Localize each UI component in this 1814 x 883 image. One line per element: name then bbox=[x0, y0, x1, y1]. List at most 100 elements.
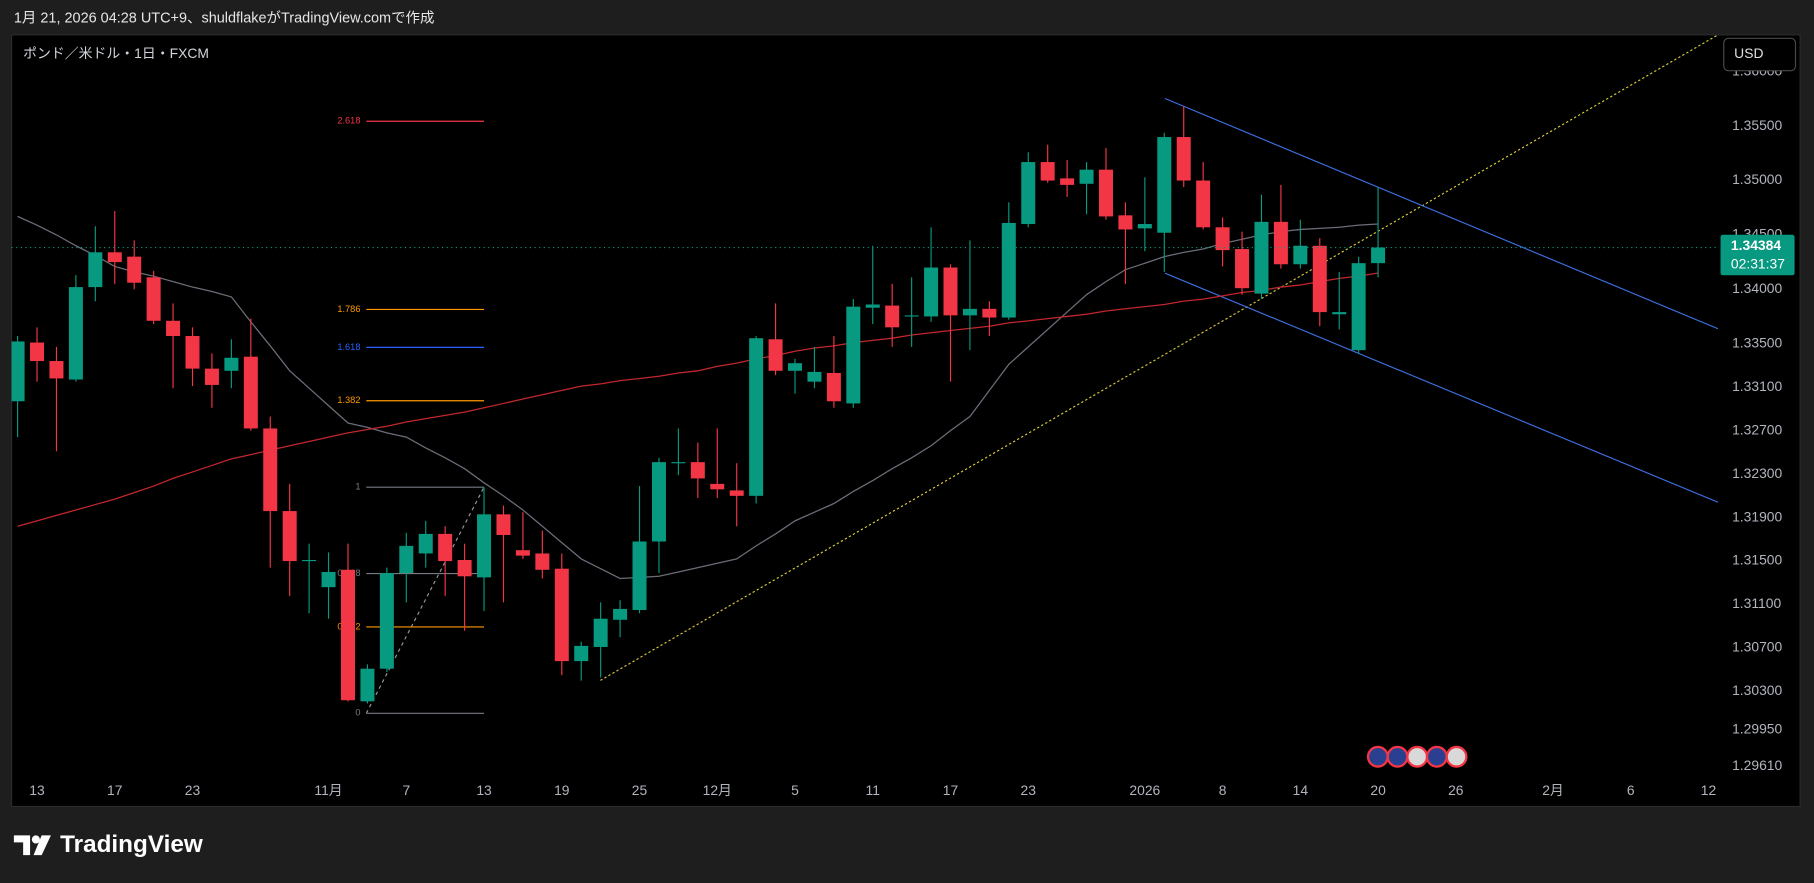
brand-logo bbox=[13, 835, 51, 856]
x-tick-label: 8 bbox=[1219, 782, 1227, 798]
candle-body bbox=[574, 645, 589, 662]
event-flag[interactable] bbox=[1425, 745, 1448, 768]
y-tick-label: 1.31500 bbox=[1732, 552, 1782, 568]
fib-level-label: 0 bbox=[355, 708, 360, 718]
x-tick-label: 17 bbox=[943, 782, 959, 798]
candle-body bbox=[1351, 263, 1366, 351]
candle-body bbox=[360, 668, 375, 702]
candle-body bbox=[166, 320, 181, 337]
candle-body bbox=[671, 462, 686, 464]
y-tick-label: 1.33100 bbox=[1732, 378, 1782, 394]
trend-line bbox=[600, 34, 1718, 681]
candle-body bbox=[710, 483, 725, 490]
candle-body bbox=[1176, 137, 1191, 181]
candle-body bbox=[1079, 169, 1094, 184]
candle-body bbox=[107, 252, 122, 263]
candle-body bbox=[729, 490, 744, 496]
fib-level-label: 1 bbox=[355, 482, 360, 492]
logo-mark bbox=[13, 835, 31, 856]
candle-body bbox=[302, 559, 317, 562]
candle-body bbox=[924, 267, 939, 317]
y-tick-label: 1.34000 bbox=[1732, 280, 1782, 296]
candle-body bbox=[282, 511, 297, 562]
x-tick-label: 14 bbox=[1293, 782, 1309, 798]
event-flag[interactable] bbox=[1445, 745, 1468, 768]
candle-body bbox=[1001, 222, 1016, 318]
y-tick-label: 1.30700 bbox=[1732, 639, 1782, 655]
candle-body bbox=[1273, 221, 1288, 265]
candle-body bbox=[1312, 245, 1327, 313]
candle-body bbox=[982, 308, 997, 318]
currency-button[interactable] bbox=[1723, 37, 1797, 72]
candle-body bbox=[768, 339, 783, 371]
candle-body bbox=[49, 361, 64, 379]
candle-body bbox=[749, 338, 764, 496]
header-text: 1月 21, 2026 04:28 UTC+9、shuldflakeがTradi… bbox=[14, 9, 435, 26]
x-tick-label: 13 bbox=[29, 782, 45, 798]
candle-body bbox=[1235, 249, 1250, 289]
candle-body bbox=[224, 357, 239, 371]
logo-mark bbox=[33, 835, 51, 856]
event-flag[interactable] bbox=[1366, 745, 1389, 768]
x-tick-label: 13 bbox=[476, 782, 492, 798]
candle-body bbox=[1332, 312, 1347, 315]
candle-body bbox=[399, 545, 414, 574]
candle-body bbox=[438, 533, 453, 562]
x-tick-label: 26 bbox=[1448, 782, 1464, 798]
candle-body bbox=[457, 559, 472, 577]
candle-body bbox=[846, 306, 861, 404]
candle-body bbox=[340, 569, 355, 701]
candle-body bbox=[1157, 137, 1172, 233]
event-flag[interactable] bbox=[1406, 745, 1429, 768]
brand-name: TradingView bbox=[60, 831, 203, 858]
candle-body bbox=[1196, 180, 1211, 228]
channel-lower bbox=[1164, 272, 1718, 503]
x-tick-label: 12月 bbox=[703, 782, 732, 798]
y-tick-label: 1.31100 bbox=[1732, 595, 1781, 611]
candle-body bbox=[690, 462, 705, 479]
fib-level-label: 2.618 bbox=[337, 116, 360, 126]
last-price-label: 1.34384 bbox=[1731, 237, 1781, 253]
last-price-box bbox=[1720, 234, 1795, 276]
moving-average bbox=[17, 215, 1379, 580]
candle-body bbox=[962, 308, 977, 316]
fib-trend bbox=[365, 486, 485, 714]
candle-body bbox=[535, 553, 550, 570]
candle-body bbox=[11, 341, 25, 402]
x-tick-label: 23 bbox=[185, 782, 201, 798]
event-flags bbox=[1366, 745, 1468, 768]
candle-body bbox=[613, 608, 628, 620]
candle-body bbox=[321, 571, 336, 588]
logo-mark bbox=[31, 835, 40, 844]
candle-body bbox=[204, 368, 219, 385]
event-flag[interactable] bbox=[1386, 745, 1409, 768]
candle-body bbox=[1254, 221, 1269, 294]
candle-body bbox=[243, 356, 258, 429]
candle-body bbox=[185, 336, 200, 369]
currency-label: USD bbox=[1734, 45, 1763, 61]
candle-body bbox=[1060, 178, 1075, 185]
candle-body bbox=[477, 514, 492, 578]
candle-body bbox=[632, 541, 647, 611]
y-tick-label: 1.35500 bbox=[1732, 117, 1782, 133]
candle-body bbox=[1098, 169, 1113, 217]
fib-level-label: 1.786 bbox=[337, 304, 360, 314]
candle-body bbox=[554, 568, 569, 662]
x-tick-label: 12 bbox=[1701, 782, 1717, 798]
overlay-layer: 1.34384 02:31:37 bbox=[11, 234, 1795, 276]
x-tick-label: 5 bbox=[791, 782, 799, 798]
x-tick-label: 11 bbox=[866, 782, 881, 798]
candle-body bbox=[943, 267, 958, 316]
y-tick-label: 1.35000 bbox=[1732, 171, 1782, 187]
x-tick-label: 2026 bbox=[1129, 782, 1160, 798]
candle-body bbox=[515, 550, 530, 556]
candle-body bbox=[68, 287, 83, 380]
candle-body bbox=[826, 372, 841, 402]
fib-level-label: 1.382 bbox=[337, 395, 360, 405]
chart-panel bbox=[10, 34, 1801, 808]
candle-body bbox=[1293, 245, 1308, 265]
candle-body bbox=[263, 428, 278, 512]
candle-body bbox=[30, 342, 45, 362]
